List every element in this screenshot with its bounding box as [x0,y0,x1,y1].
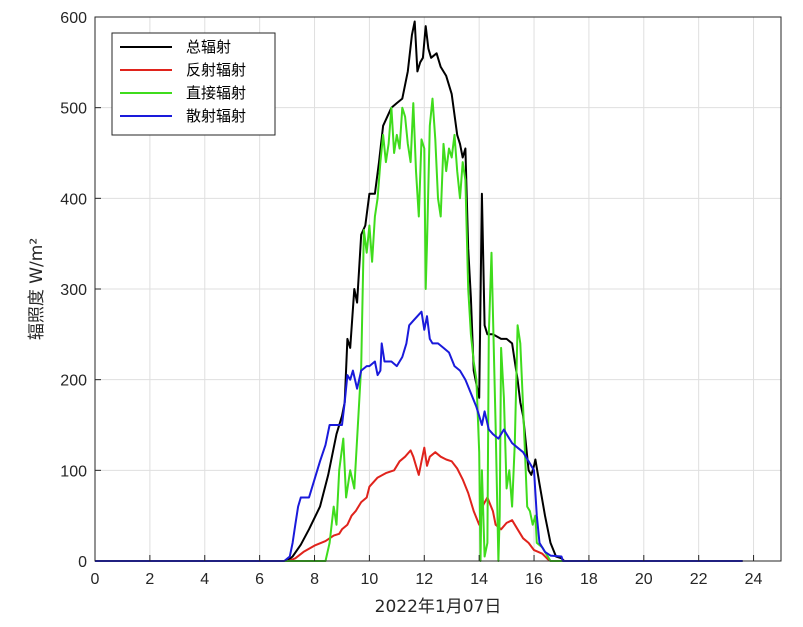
y-tick-label-1: 100 [60,463,87,480]
legend-label-3: 散射辐射 [186,107,246,125]
series-layer [95,20,743,562]
x-tick-label-1: 2 [145,571,154,588]
x-tick-label-7: 14 [470,571,488,588]
y-tick-label-6: 600 [60,10,87,27]
y-tick-label-3: 300 [60,282,87,299]
x-tick-label-5: 10 [361,571,379,588]
series-line-3 [95,310,743,562]
x-tick-label-9: 18 [580,571,598,588]
x-tick-label-10: 20 [635,571,653,588]
x-tick-label-3: 6 [255,571,264,588]
x-tick-label-2: 4 [200,571,209,588]
x-tick-label-0: 0 [91,571,100,588]
y-tick-label-0: 0 [78,554,87,571]
series-line-1 [95,446,743,562]
y-tick-label-5: 500 [60,101,87,118]
y-tick-label-2: 200 [60,373,87,390]
y-axis-label: 辐照度 W/m² [27,238,47,340]
legend-label-2: 直接辐射 [186,84,246,102]
x-tick-label-11: 22 [690,571,708,588]
legend-label-0: 总辐射 [186,38,231,56]
x-tick-label-8: 16 [525,571,543,588]
y-tick-label-4: 400 [60,191,87,208]
x-axis-label: 2022年1月07日 [375,597,502,617]
legend-box [111,32,276,136]
legend-label-1: 反射辐射 [186,61,246,79]
series-line-2 [95,97,743,562]
x-tick-label-6: 12 [415,571,433,588]
x-tick-label-4: 8 [310,571,319,588]
x-tick-label-12: 24 [745,571,763,588]
